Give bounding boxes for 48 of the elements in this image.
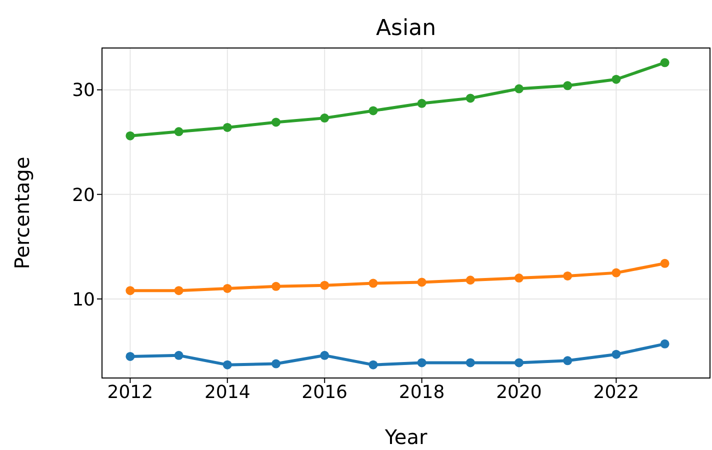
point <box>660 58 670 68</box>
x-tick-label: 2014 <box>204 382 250 403</box>
point <box>126 286 135 296</box>
y-axis-title: Percentage <box>10 156 34 270</box>
point <box>368 278 378 288</box>
x-tick-label: 2016 <box>302 382 348 403</box>
x-tick-label: 2020 <box>496 382 542 403</box>
point <box>660 258 670 268</box>
point <box>514 274 524 283</box>
point <box>174 350 184 360</box>
point <box>466 94 475 103</box>
point <box>222 284 232 293</box>
point <box>417 278 426 287</box>
x-axis-title: Year <box>384 425 428 449</box>
x-tick-label: 2012 <box>107 382 154 403</box>
chart-title: Asian <box>374 16 438 41</box>
point <box>466 276 475 285</box>
point <box>368 360 378 370</box>
x-tick-label: 2018 <box>398 382 445 403</box>
point <box>271 359 280 368</box>
point <box>660 339 670 348</box>
y-tick-label: 10 <box>72 289 95 310</box>
point <box>612 74 621 84</box>
point <box>563 356 572 366</box>
point <box>612 350 621 359</box>
point <box>514 358 524 368</box>
y-tick-label: 30 <box>72 80 95 102</box>
point <box>174 127 184 136</box>
point <box>417 98 426 108</box>
point <box>271 118 280 127</box>
point <box>563 81 572 90</box>
point <box>174 286 184 296</box>
point <box>466 358 475 368</box>
point <box>368 106 378 116</box>
point <box>126 352 135 361</box>
x-tick-label: 2022 <box>593 382 640 403</box>
point <box>320 350 330 360</box>
y-tick-label: 20 <box>72 184 95 206</box>
point <box>417 358 426 368</box>
point <box>320 280 330 290</box>
point <box>126 131 135 140</box>
point <box>563 271 572 280</box>
point <box>222 122 232 132</box>
point <box>271 282 280 291</box>
point <box>222 360 232 370</box>
point <box>612 268 621 278</box>
point <box>320 114 330 123</box>
point <box>514 84 524 94</box>
